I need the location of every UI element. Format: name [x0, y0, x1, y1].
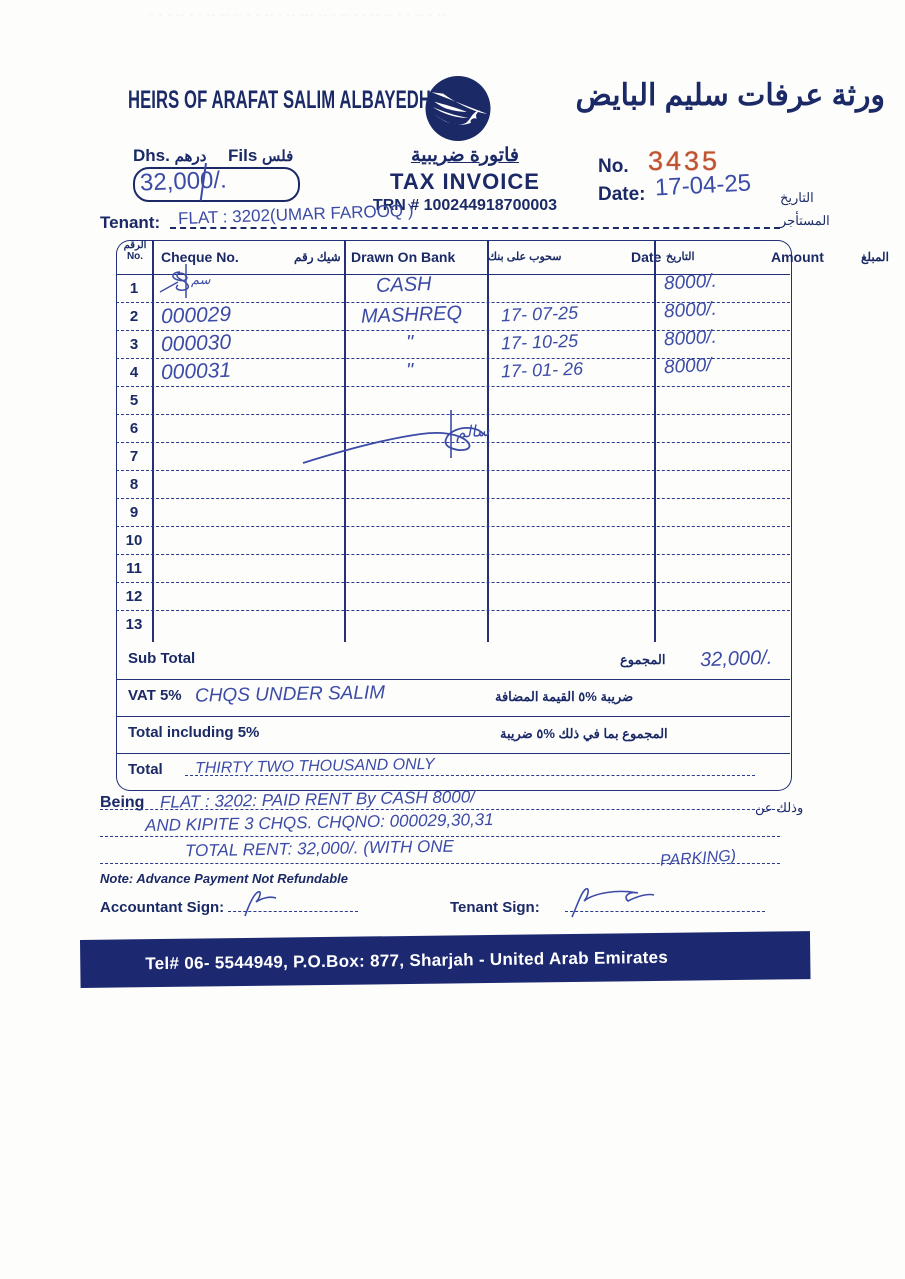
- svg-text:سم: سم: [191, 272, 212, 288]
- svg-text:- - - -- - - -- -- -- - - -: - - - -- - - -- -- -- - - -- - -- --- --…: [150, 9, 447, 21]
- svg-text:سالم: سالم: [455, 423, 491, 442]
